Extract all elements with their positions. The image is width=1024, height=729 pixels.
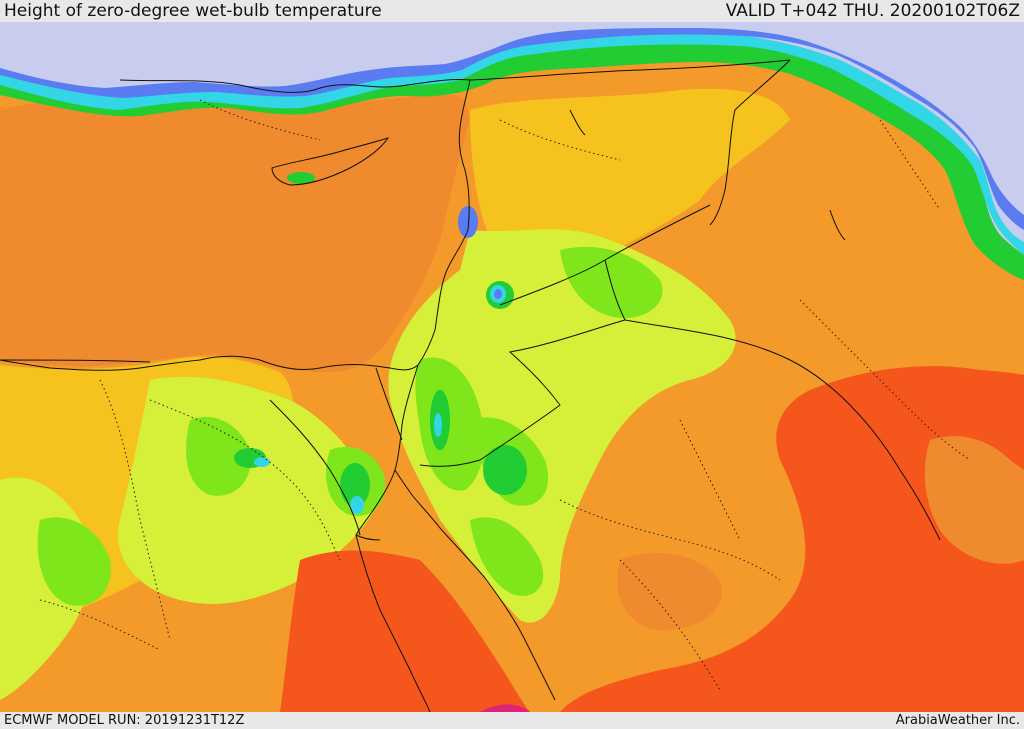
map-canvas (0, 22, 1024, 712)
patch-green-6 (37, 517, 111, 606)
coast-redsea-east (394, 469, 556, 701)
border-syria-iraq (709, 59, 791, 226)
coast-libya (0, 359, 151, 363)
core-green-2 (340, 463, 370, 507)
field-red-east (560, 366, 1024, 712)
map-title: Height of zero-degree wet-bulb temperatu… (4, 1, 382, 21)
band-lavender-top (0, 22, 1024, 215)
coast-suez (355, 364, 419, 541)
dotted-7 (499, 119, 621, 161)
border-jordan-south (419, 319, 626, 467)
pocket-blue-2 (458, 206, 478, 238)
field-mediterranean (0, 90, 470, 373)
coast-redsea-west (355, 534, 431, 712)
coastlines (0, 59, 941, 712)
field-orange-dark-2 (924, 436, 1024, 564)
field-sinai-west (118, 376, 381, 604)
field-orange-dark-1 (617, 552, 722, 630)
dotted-4 (619, 559, 721, 691)
pocket-cyan-2 (350, 496, 364, 514)
border-egypt-israel (375, 367, 403, 441)
border-jordan-saudi (604, 259, 941, 541)
patch-green-1 (186, 416, 251, 496)
field-syria (470, 88, 790, 270)
border-turkey-syria (469, 59, 791, 81)
core-green-1 (483, 445, 527, 495)
header-bar: Height of zero-degree wet-bulb temperatu… (0, 0, 1024, 22)
dotted-3 (559, 499, 781, 581)
dotted-8 (879, 119, 941, 211)
dotted-5 (799, 299, 971, 461)
coast-cyprus (271, 137, 390, 186)
dotted-10 (39, 599, 161, 651)
pocket-cyan-4 (254, 457, 270, 467)
field-red-redsea (280, 550, 530, 712)
dotted-1 (99, 379, 171, 641)
patch-green-7 (470, 517, 544, 596)
province-lines (39, 99, 971, 691)
coast-gulf-suez (269, 399, 361, 536)
pocket-blue-1 (494, 289, 502, 299)
weather-map (0, 22, 1024, 712)
valid-time: VALID T+042 THU. 20200102T06Z (725, 1, 1020, 21)
pocket-cyprus (287, 172, 315, 184)
credit: ArabiaWeather Inc. (895, 713, 1020, 728)
patch-magenta (480, 704, 530, 712)
dotted-2 (149, 399, 341, 561)
lake-1 (829, 209, 846, 241)
model-run: ECMWF MODEL RUN: 20191231T12Z (4, 713, 245, 728)
coast-mediterranean (0, 78, 471, 371)
dotted-6 (199, 99, 321, 141)
lake-2 (569, 109, 586, 136)
dotted-9 (679, 419, 741, 541)
pocket-cyan-3 (434, 413, 442, 437)
footer-bar: ECMWF MODEL RUN: 20191231T12Z ArabiaWeat… (0, 712, 1024, 729)
